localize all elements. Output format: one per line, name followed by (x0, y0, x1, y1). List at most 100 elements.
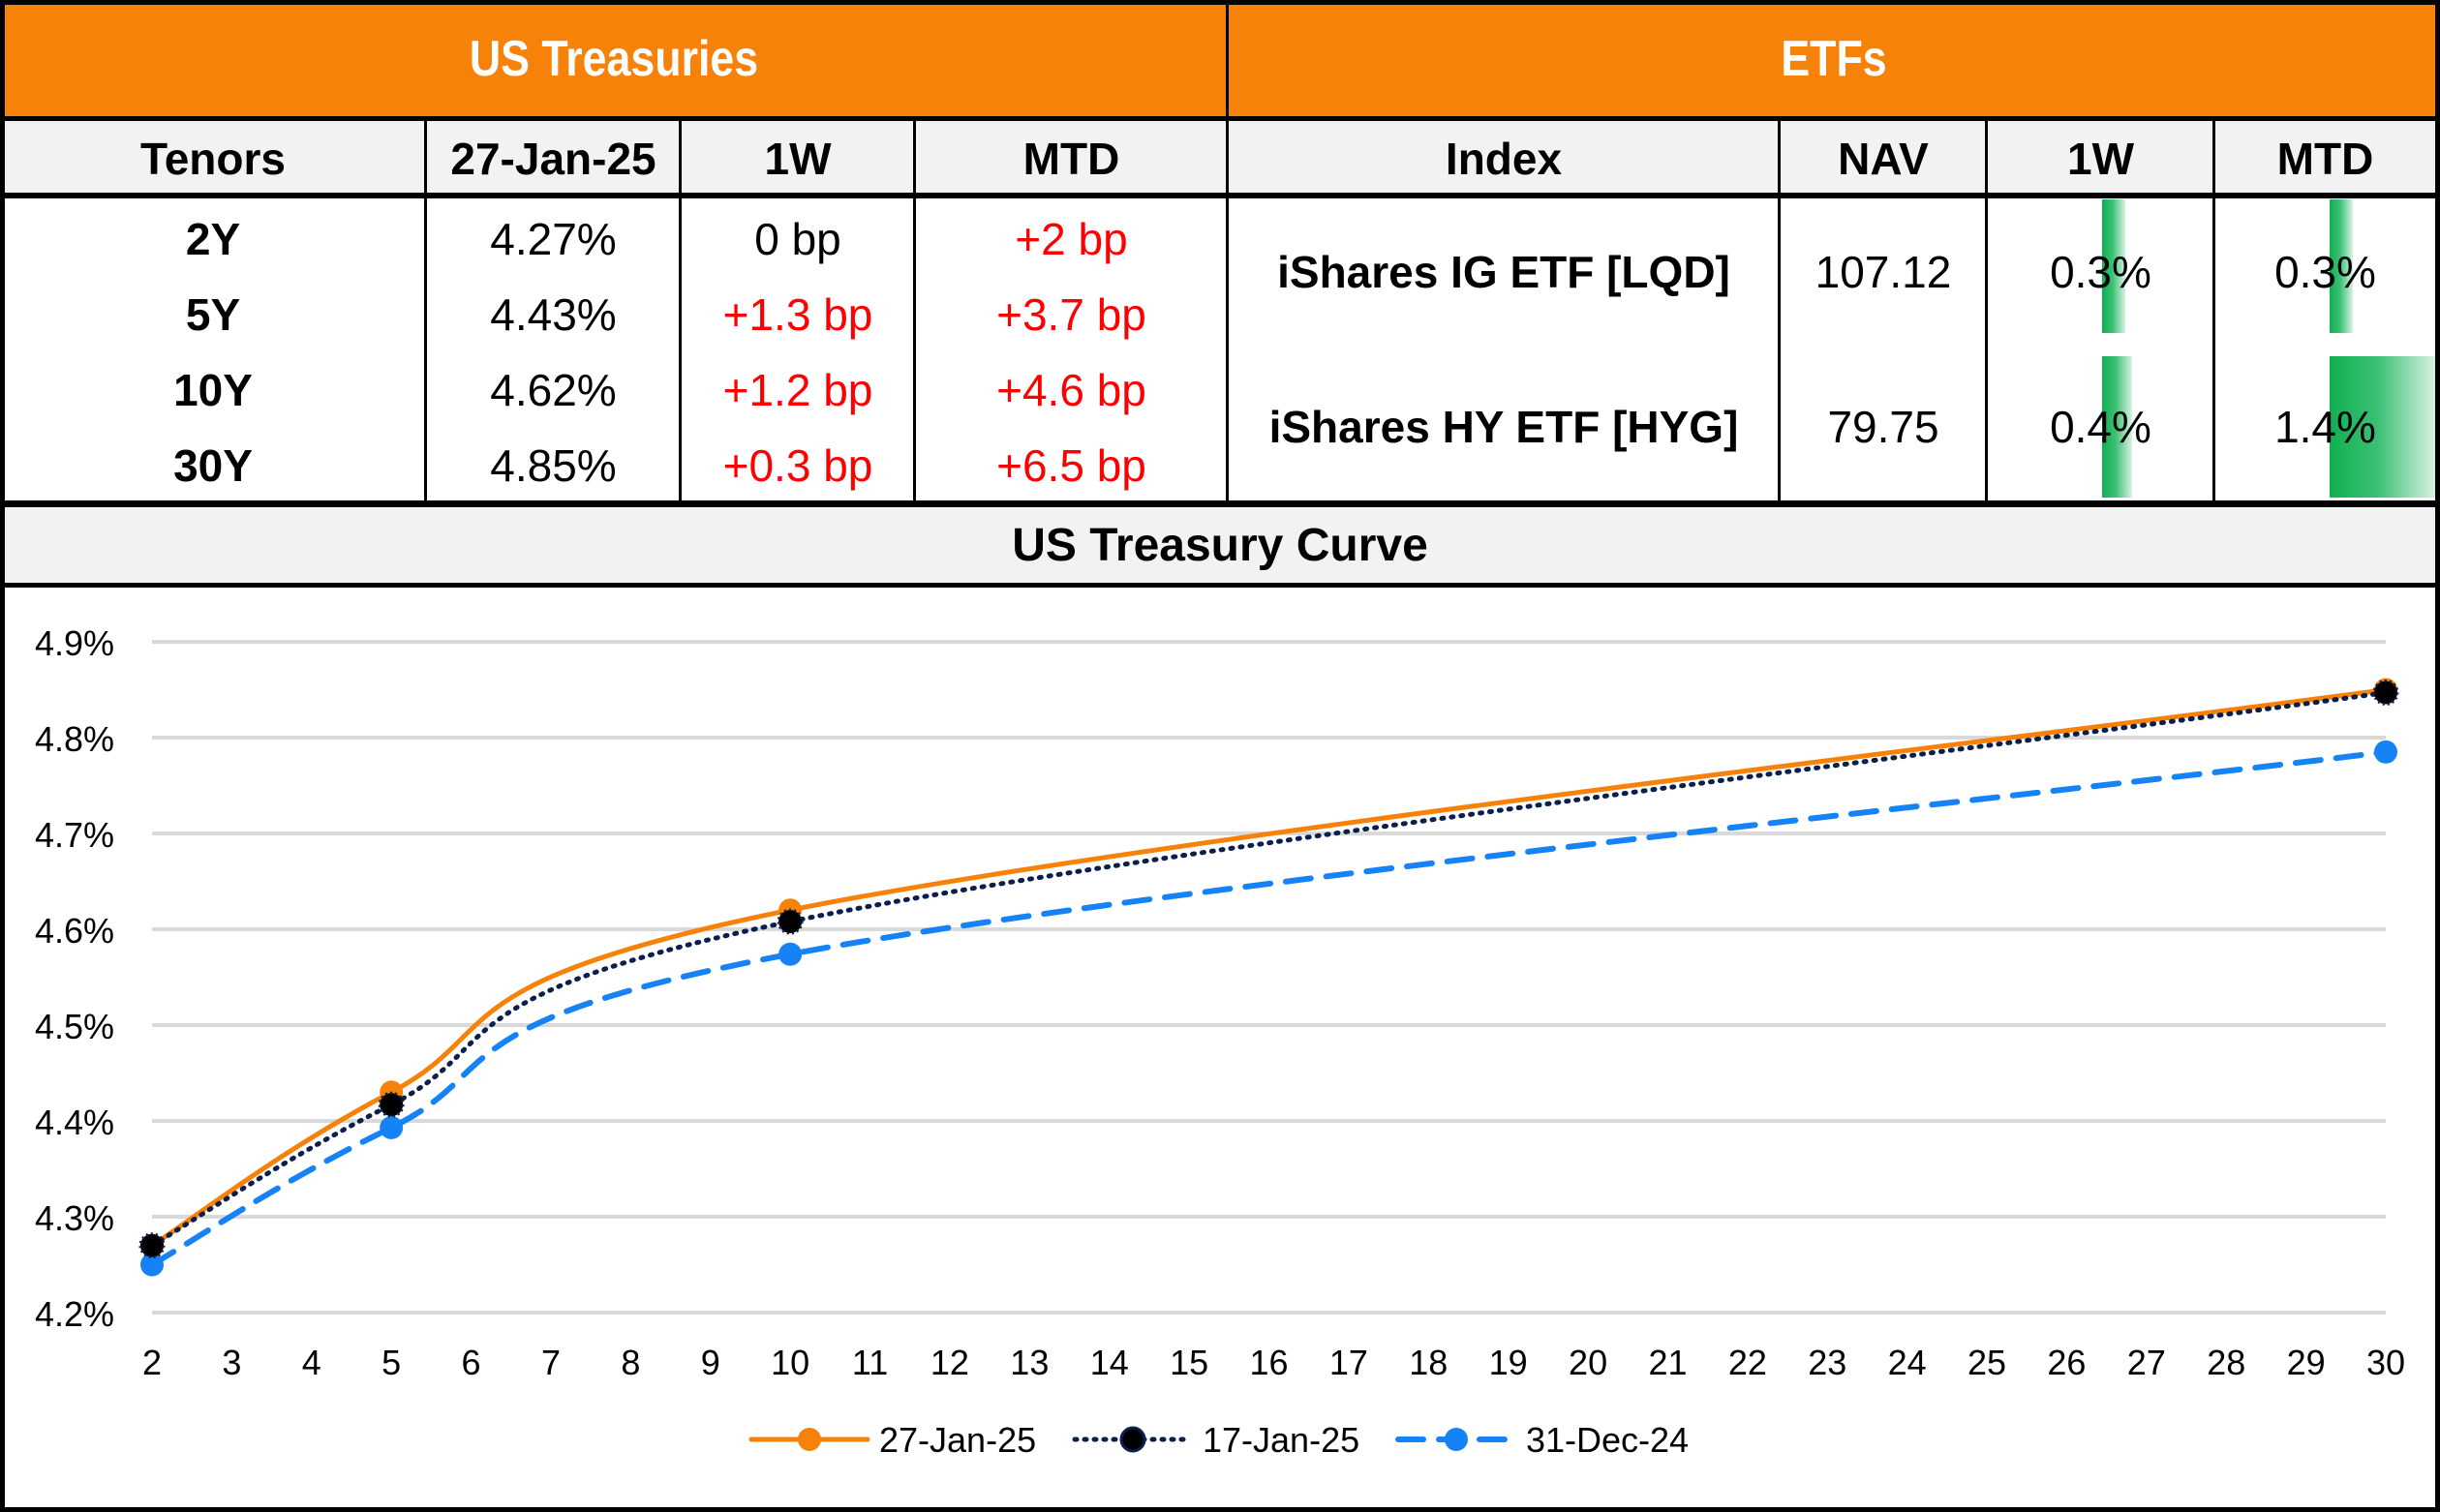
divider (913, 118, 916, 505)
divider (1226, 0, 1229, 505)
yield-cell: 4.43% (490, 289, 617, 340)
treasuries-title: US Treasuries (469, 31, 759, 87)
column-header-row (0, 118, 2440, 196)
x-tick-label: 6 (462, 1343, 481, 1382)
legend-marker (1445, 1428, 1468, 1451)
change-1w-cell: +1.2 bp (722, 365, 873, 415)
y-tick-label: 4.9% (35, 623, 114, 663)
change-mtd-cell: +2 bp (1015, 214, 1128, 264)
divider (0, 116, 2440, 121)
etf-mtd-cell: 1.4% (2274, 402, 2376, 452)
x-tick-label: 21 (1648, 1343, 1687, 1382)
x-tick-label: 29 (2287, 1343, 2326, 1382)
col-header-etf-1w: 1W (2067, 134, 2134, 184)
data-point (2374, 740, 2397, 764)
legend-label: 27-Jan-25 (879, 1420, 1036, 1460)
legend-label: 31-Dec-24 (1526, 1420, 1689, 1460)
etf-nav-cell: 107.12 (1815, 247, 1952, 297)
curve-title-bar: US Treasury Curve (0, 505, 2440, 586)
x-tick-label: 19 (1489, 1343, 1528, 1382)
yield-cell: 4.27% (490, 214, 617, 264)
y-tick-label: 4.8% (35, 719, 114, 759)
x-tick-label: 4 (302, 1343, 321, 1382)
yield-cell: 4.85% (490, 440, 617, 491)
chart-title: US Treasury Curve (1012, 520, 1428, 571)
yield-cell: 4.62% (490, 365, 617, 415)
tenor-cell: 5Y (185, 289, 241, 340)
data-point (140, 1253, 164, 1277)
series-line-31-Dec-24 (149, 748, 2389, 1268)
change-mtd-cell: +6.5 bp (996, 440, 1146, 491)
change-mtd-cell: +4.6 bp (996, 365, 1146, 415)
tenor-cell: 30Y (173, 440, 253, 491)
etf-1w-cell: 0.4% (2050, 402, 2151, 452)
y-tick-label: 4.4% (35, 1103, 114, 1142)
x-tick-label: 14 (1090, 1343, 1129, 1382)
data-point (378, 1091, 405, 1118)
x-tick-label: 18 (1409, 1343, 1448, 1382)
x-tick-label: 10 (771, 1343, 809, 1382)
x-tick-label: 26 (2047, 1343, 2086, 1382)
divider (1778, 118, 1781, 505)
x-tick-label: 13 (1010, 1343, 1049, 1382)
col-header-mtd: MTD (1022, 134, 1120, 184)
x-tick-label: 15 (1170, 1343, 1208, 1382)
x-tick-label: 28 (2207, 1343, 2245, 1382)
x-tick-label: 2 (142, 1343, 162, 1382)
y-tick-label: 4.6% (35, 911, 114, 951)
etf-1w-cell: 0.3% (2050, 247, 2151, 297)
y-tick-label: 4.5% (35, 1007, 114, 1046)
y-tick-label: 4.2% (35, 1294, 114, 1334)
x-tick-label: 20 (1569, 1343, 1607, 1382)
x-tick-label: 24 (1888, 1343, 1927, 1382)
change-1w-cell: +1.3 bp (722, 289, 873, 340)
divider (424, 118, 427, 505)
etf-nav-cell: 79.75 (1827, 402, 1939, 452)
y-tick-label: 4.3% (35, 1198, 114, 1238)
data-point (777, 908, 804, 935)
col-header-etf-mtd: MTD (2276, 134, 2374, 184)
col-header-index: Index (1445, 134, 1563, 184)
x-tick-label: 16 (1249, 1343, 1288, 1382)
col-header-date: 27-Jan-25 (450, 134, 656, 184)
col-header-1w: 1W (764, 134, 832, 184)
x-tick-label: 11 (852, 1343, 888, 1382)
x-tick-label: 23 (1808, 1343, 1846, 1382)
divider (0, 193, 2440, 198)
y-tick-label: 4.7% (35, 815, 114, 855)
x-tick-label: 5 (381, 1343, 401, 1382)
col-header-tenors: Tenors (140, 134, 286, 184)
etf-mtd-cell: 0.3% (2274, 247, 2376, 297)
data-point (380, 1115, 404, 1139)
tenor-cell: 10Y (173, 365, 253, 415)
etf-mtd-databar (2330, 356, 2436, 498)
tenor-cell: 2Y (185, 214, 241, 264)
treasuries-section-header: US Treasuries (0, 0, 1228, 118)
x-tick-label: 27 (2127, 1343, 2166, 1382)
series-line-27-Jan-25 (149, 687, 2389, 1249)
divider (2212, 118, 2215, 505)
data-point (778, 942, 803, 966)
x-tick-label: 9 (701, 1343, 720, 1382)
etf-mtd-databar (2330, 199, 2353, 333)
legend-marker (1119, 1426, 1146, 1453)
col-header-nav: NAV (1838, 134, 1929, 184)
x-tick-label: 7 (541, 1343, 561, 1382)
x-tick-label: 17 (1329, 1343, 1368, 1382)
etf-index-cell: iShares IG ETF [LQD] (1277, 247, 1730, 297)
change-1w-cell: +0.3 bp (722, 440, 873, 491)
divider (0, 583, 2440, 588)
x-tick-label: 30 (2366, 1343, 2405, 1382)
etf-index-cell: iShares HY ETF [HYG] (1268, 402, 1739, 452)
etfs-section-header: ETFs (1228, 0, 2440, 118)
change-mtd-cell: +3.7 bp (996, 289, 1146, 340)
divider (0, 500, 2440, 507)
x-tick-label: 25 (1967, 1343, 2006, 1382)
etf-1w-databar (2102, 199, 2125, 333)
data-point (2372, 679, 2399, 706)
divider (1985, 118, 1988, 505)
legend-marker (798, 1428, 821, 1451)
legend-label: 17-Jan-25 (1203, 1420, 1359, 1460)
x-tick-label: 8 (621, 1343, 640, 1382)
